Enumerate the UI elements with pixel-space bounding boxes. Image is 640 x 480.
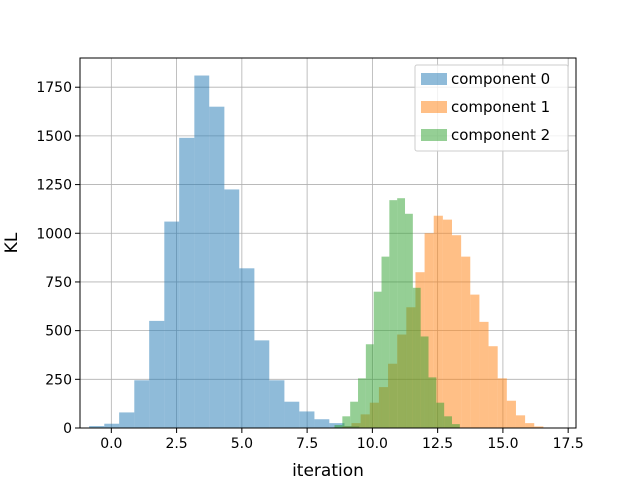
y-tick-label: 1500	[36, 129, 72, 145]
histogram-bar	[299, 411, 315, 428]
histogram-bar	[506, 400, 516, 428]
series-component-2	[334, 198, 460, 428]
x-tick-label: 15.0	[487, 436, 518, 452]
legend-swatch-component-0	[421, 73, 447, 85]
histogram-bar	[164, 221, 180, 428]
histogram-bar	[194, 75, 210, 429]
histogram-bar	[350, 401, 359, 428]
histogram-bar	[405, 213, 413, 428]
bars	[89, 75, 544, 429]
x-tick-label: 7.5	[296, 436, 318, 452]
x-tick-label: 17.5	[553, 436, 584, 452]
x-tick-label: 5.0	[231, 436, 253, 452]
histogram-bar	[525, 423, 535, 428]
histogram-bar	[365, 344, 374, 428]
histogram-bar	[433, 215, 443, 428]
histogram-bar	[334, 425, 343, 428]
histogram-bar	[224, 189, 240, 428]
histogram-bar	[428, 377, 437, 428]
legend-label-component-2: component 2	[451, 126, 550, 144]
histogram-bar	[479, 321, 489, 428]
histogram-bar	[444, 416, 452, 428]
histogram-bar	[342, 416, 351, 428]
histogram-bar	[269, 380, 285, 428]
histogram-bar	[452, 235, 462, 428]
x-axis-label: iteration	[292, 461, 364, 480]
histogram-bar	[119, 412, 135, 428]
y-tick-label: 750	[45, 275, 72, 291]
plot-frame	[79, 57, 577, 429]
legend-label-component-1: component 1	[451, 98, 550, 116]
y-tick-label: 1250	[36, 178, 72, 194]
series-component-0	[89, 75, 360, 429]
histogram-bar	[373, 291, 382, 428]
histogram-bar	[442, 219, 452, 428]
histogram-bar	[314, 419, 330, 428]
histogram-bar	[89, 426, 105, 428]
legend-box	[414, 64, 569, 152]
histogram-bar	[461, 256, 471, 428]
x-tick-label: 2.5	[165, 436, 187, 452]
histogram-bar	[149, 320, 165, 428]
y-tick-label: 1000	[36, 226, 72, 242]
histogram-bar	[436, 402, 445, 428]
histogram-bar	[254, 340, 270, 428]
y-tick-label: 250	[45, 372, 72, 388]
legend: component 0 component 1 component 2	[414, 64, 569, 152]
histogram-bar	[381, 256, 390, 428]
y-tick-label: 0	[63, 421, 72, 437]
x-tick-label: 12.5	[422, 436, 453, 452]
histogram-bar	[515, 415, 526, 428]
histogram-bar	[452, 424, 460, 428]
histogram-bar	[497, 378, 507, 428]
histogram-bar	[470, 294, 480, 428]
histogram-bar	[389, 200, 398, 428]
histogram-bar	[104, 423, 120, 428]
x-tick-label: 10.0	[357, 436, 388, 452]
histogram-bar	[239, 268, 255, 428]
histogram-bar	[488, 346, 498, 428]
histogram-bar	[284, 401, 300, 428]
y-tick-label: 500	[45, 324, 72, 340]
axis-ticks: 0.0 2.5 5.0 7.5 10.0 12.5 15.0 17.5 0 250 500 750 10…	[36, 80, 583, 452]
y-tick-label: 1750	[36, 80, 72, 96]
histogram-bar	[424, 233, 434, 428]
y-axis-label: KL	[2, 232, 22, 253]
histogram-bar	[179, 137, 195, 428]
histogram-bar	[534, 426, 544, 428]
histogram-bar	[358, 378, 366, 428]
histogram-bar	[420, 336, 429, 428]
histogram-bar	[397, 198, 406, 428]
histogram-bar	[412, 287, 421, 428]
histogram-bar	[134, 380, 150, 428]
histogram-bar	[209, 106, 225, 429]
legend-label-component-0: component 0	[451, 70, 550, 88]
legend-swatch-component-1	[421, 101, 447, 113]
x-tick-label: 0.0	[100, 436, 122, 452]
legend-swatch-component-2	[421, 129, 447, 141]
